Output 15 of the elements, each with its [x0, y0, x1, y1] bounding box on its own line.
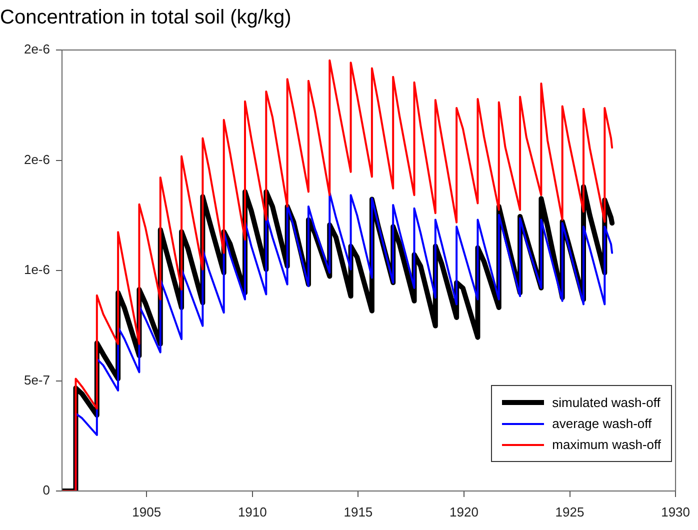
legend-label: average wash-off: [552, 416, 652, 431]
x-tick-label: 1915: [344, 504, 373, 520]
y-tick-label: 5e-7: [24, 372, 50, 388]
legend-label: simulated wash-off: [552, 395, 660, 410]
x-tick-label: 1920: [450, 504, 478, 520]
chart-title: Concentration in total soil (kg/kg): [0, 6, 292, 29]
y-tick-label: 2e-6: [24, 152, 50, 167]
x-tick-label: 1925: [555, 504, 584, 520]
x-tick-label: 1930: [661, 504, 690, 520]
x-tick-label: 1905: [132, 504, 162, 520]
y-tick-label: 0: [42, 482, 50, 498]
y-tick-label: 1e-6: [24, 262, 50, 278]
y-tick-label: 2e-6: [24, 42, 50, 57]
x-tick-label: 1910: [238, 504, 267, 520]
legend-label: maximum wash-off: [552, 437, 661, 452]
